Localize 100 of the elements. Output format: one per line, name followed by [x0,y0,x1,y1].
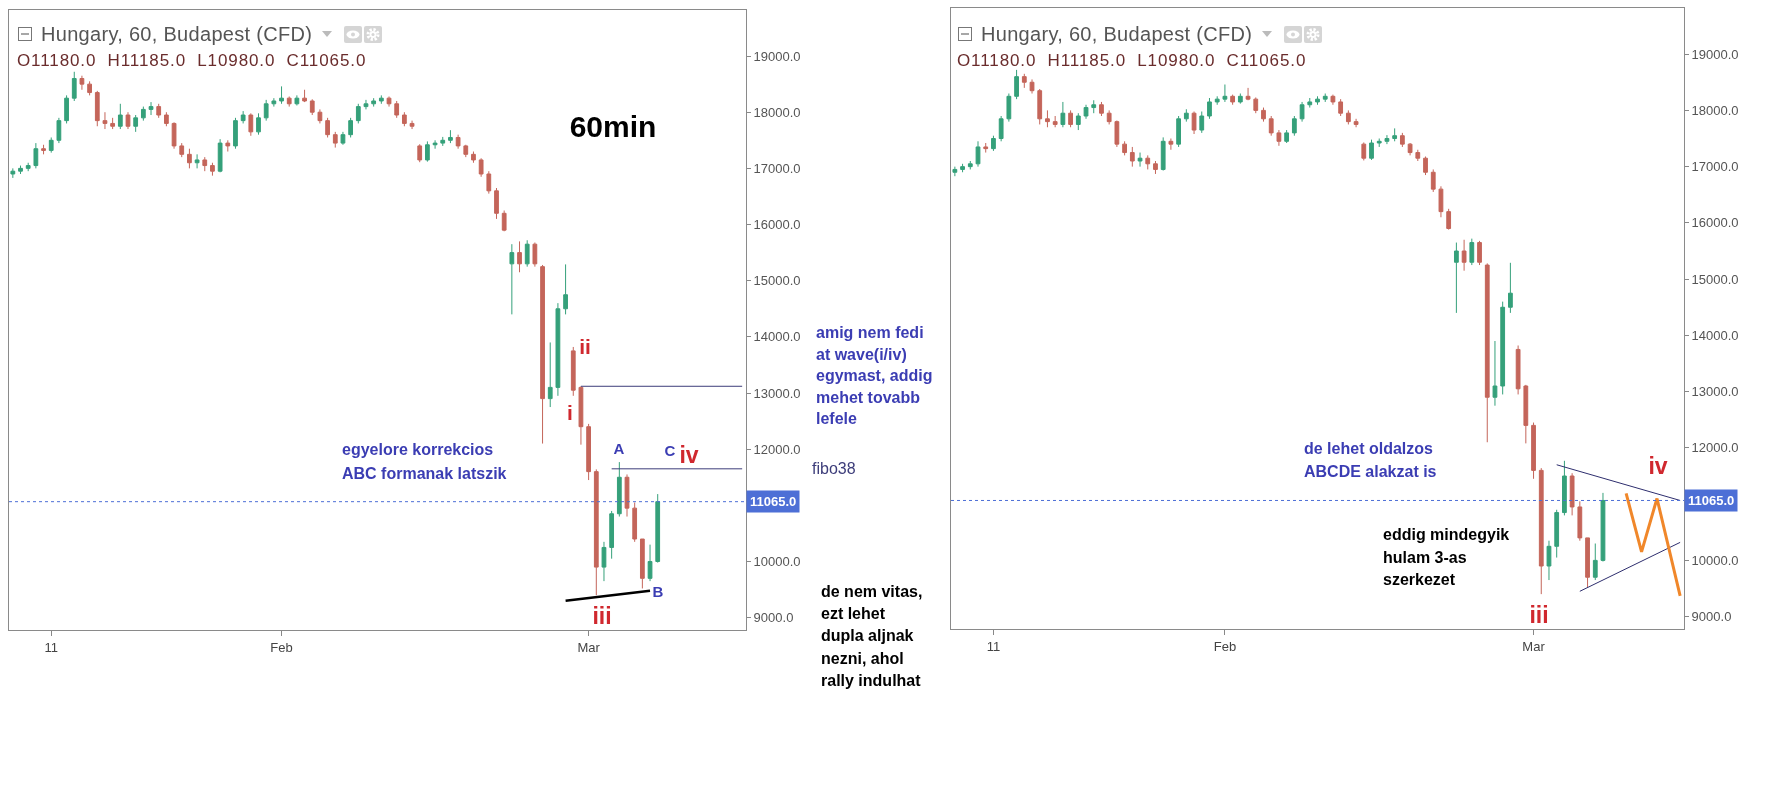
candlestick [455,134,461,150]
candlestick [148,101,154,116]
candlestick [1531,422,1536,480]
candlestick [975,140,981,168]
ref-line-label: 11065.0 [1688,493,1735,508]
candlestick [532,242,538,268]
candlestick [1345,109,1351,125]
candlestick [164,111,169,127]
candlestick [1469,238,1475,266]
candlestick [294,94,300,106]
annotation: 60min [569,110,657,143]
candlestick [655,493,661,564]
annotation: iii [1529,601,1549,628]
candlestick [991,135,996,152]
candlestick [87,80,92,96]
candlestick [1299,101,1305,123]
candlestick [524,239,530,268]
y-tick-label: 17000.0 [1691,159,1739,175]
y-tick-label: 13000.0 [1691,384,1739,400]
candlestick [41,144,46,155]
candlestick [1060,101,1066,128]
candlestick [1114,120,1120,148]
candlestick [1515,345,1521,395]
candlestick [1006,93,1012,123]
candlestick [125,111,131,130]
candlestick [1446,208,1452,231]
candlestick [632,502,638,543]
candlestick [1276,129,1282,147]
candlestick [171,121,177,150]
annotation: eddig mindegyik hulam 3-as szerkezet [1383,525,1511,591]
candlestick [1153,160,1158,175]
y-tick-label: 9000.0 [753,610,794,626]
y-tick-label: 16000.0 [753,217,801,233]
candlestick [1183,108,1189,123]
candlestick [348,117,354,138]
candlestick [1099,101,1104,117]
y-tick-label: 10000.0 [1691,552,1739,568]
candlestick [1569,472,1575,516]
candlestick [639,538,645,589]
candlestick [998,115,1004,142]
candlestick [647,544,653,582]
candlestick [394,100,400,119]
y-tick-label: 13000.0 [753,385,801,401]
candlestick [1199,111,1205,134]
candlestick [302,89,307,103]
y-tick-label: 15000.0 [753,273,801,289]
candlestick [18,165,23,175]
annotation: iv [679,441,699,468]
candlestick [33,142,39,169]
candlestick [1338,98,1344,117]
x-tick-label: 11 [44,639,58,655]
candlestick [1237,93,1243,105]
x-tick-label: Mar [1522,638,1546,654]
candlestick [1075,112,1081,131]
text: fibo38 [812,460,856,477]
candlestick [263,99,269,122]
candlestick [1585,537,1590,588]
candlestick [1554,509,1560,559]
candlestick [1291,115,1297,137]
candlestick [1122,140,1127,156]
candlestick [509,243,515,315]
text: Hungary, 60, Budapest (CFD) [41,23,313,45]
candlestick [593,468,599,596]
candlestick [1438,185,1444,218]
candlestick [1430,168,1436,193]
candlestick [586,423,591,481]
candlestick [1307,97,1313,109]
candlestick [1384,134,1390,145]
candlestick [401,111,407,127]
candlestick [102,111,108,130]
candlestick [1029,78,1035,94]
candlestick [1160,136,1166,172]
text: Hungary, 60, Budapest (CFD) [981,23,1253,45]
annotation: C [664,441,676,459]
candlestick [1222,84,1228,103]
y-tick-label: 18000.0 [753,104,801,120]
candlestick [1214,95,1220,106]
candlestick [355,103,361,124]
candlestick [1592,543,1598,581]
candlestick [1052,115,1058,128]
candlestick [1399,132,1405,148]
candlestick [240,110,246,124]
candlestick [471,151,476,164]
candlestick [540,264,545,445]
candlestick [1546,540,1552,581]
candlestick [25,162,31,172]
candlestick [501,209,507,232]
candlestick [570,346,576,397]
candlestick [1176,115,1182,148]
candlestick [1253,96,1259,114]
candlestick [64,94,69,124]
candlestick [179,142,185,158]
annotation: iv [1648,452,1668,479]
candlestick [10,167,16,179]
candlestick [110,117,116,130]
candlestick [1168,138,1174,151]
y-tick-label: 15000.0 [1691,271,1739,287]
candlestick [217,138,223,173]
candlestick [1137,152,1143,168]
candlestick [1037,88,1043,125]
